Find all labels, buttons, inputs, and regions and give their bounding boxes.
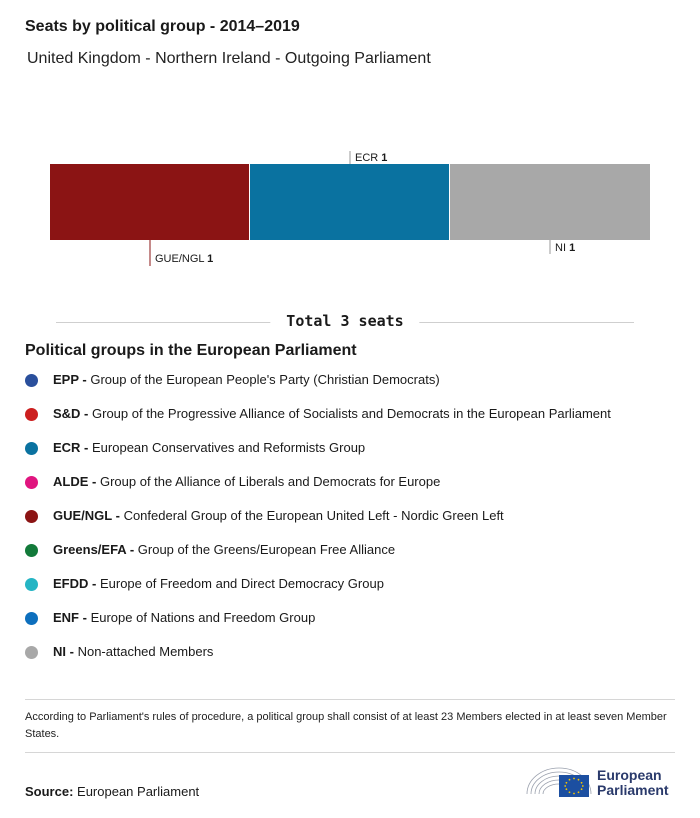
legend-abbr: NI - <box>53 644 74 659</box>
legend-label: Confederal Group of the European United … <box>123 508 504 523</box>
legend-label: Group of the Progressive Alliance of Soc… <box>92 406 611 421</box>
legend-label: Group of the European People's Party (Ch… <box>90 372 440 387</box>
legend-color-dot <box>25 476 38 489</box>
legend-color-dot <box>25 408 38 421</box>
legend-label: Group of the Greens/European Free Allian… <box>137 542 396 557</box>
logo-wordmark: European Parliament <box>597 767 669 798</box>
legend-abbr: ALDE - <box>53 474 97 489</box>
legend-abbr: GUE/NGL - <box>53 508 120 523</box>
legend-item: NI - Non-attached Members <box>25 644 611 678</box>
legend-text: EFDD - Europe of Freedom and Direct Demo… <box>53 576 384 591</box>
legend-color-dot <box>25 374 38 387</box>
legend-color-dot <box>25 646 38 659</box>
legend-label: European Conservatives and Reformists Gr… <box>92 440 366 455</box>
bar-segment-gue-ngl <box>50 164 249 240</box>
legend-item: S&D - Group of the Progressive Alliance … <box>25 406 611 440</box>
bar-segment-ni <box>450 164 650 240</box>
legend-text: EPP - Group of the European People's Par… <box>53 372 440 387</box>
bar-label: NI 1 <box>555 242 575 254</box>
legend-item: EFDD - Europe of Freedom and Direct Demo… <box>25 576 611 610</box>
source-value: European Parliament <box>77 784 200 799</box>
total-seats: Total 3 seats <box>56 312 634 332</box>
legend-abbr: S&D - <box>53 406 89 421</box>
legend-color-dot <box>25 510 38 523</box>
legend-color-dot <box>25 578 38 591</box>
seat-bar-chart: GUE/NGL 1 ECR 1 NI 1 <box>50 151 650 266</box>
legend-label: Group of the Alliance of Liberals and De… <box>99 474 441 489</box>
legend-list: EPP - Group of the European People's Par… <box>25 372 611 678</box>
legend-text: Greens/EFA - Group of the Greens/Europea… <box>53 542 395 557</box>
legend-item: EPP - Group of the European People's Par… <box>25 372 611 406</box>
legend-item: ALDE - Group of the Alliance of Liberals… <box>25 474 611 508</box>
legend-label: Europe of Nations and Freedom Group <box>90 610 316 625</box>
legend-abbr: Greens/EFA - <box>53 542 135 557</box>
legend-text: NI - Non-attached Members <box>53 644 213 659</box>
legend-abbr: ENF - <box>53 610 87 625</box>
chart-subtitle: United Kingdom - Northern Ireland - Outg… <box>27 50 431 67</box>
legend-text: ECR - European Conservatives and Reformi… <box>53 440 365 455</box>
chart-title: Seats by political group - 2014–2019 <box>25 18 300 35</box>
legend-color-dot <box>25 612 38 625</box>
legend-color-dot <box>25 442 38 455</box>
footnote: According to Parliament's rules of proce… <box>25 711 667 740</box>
legend-color-dot <box>25 544 38 557</box>
bar-label: GUE/NGL 1 <box>155 253 213 265</box>
legend-text: GUE/NGL - Confederal Group of the Europe… <box>53 508 504 523</box>
source-line: Source: European Parliament <box>25 784 199 799</box>
legend-item: ECR - European Conservatives and Reformi… <box>25 440 611 474</box>
divider <box>25 752 675 753</box>
legend-label: Europe of Freedom and Direct Democracy G… <box>99 576 384 591</box>
legend-item: GUE/NGL - Confederal Group of the Europe… <box>25 508 611 542</box>
legend-text: ENF - Europe of Nations and Freedom Grou… <box>53 610 315 625</box>
european-parliament-logo: European Parliament <box>525 762 680 802</box>
source-label: Source: <box>25 784 74 799</box>
divider <box>25 699 675 700</box>
bar-segment-ecr <box>250 164 449 240</box>
legend-text: S&D - Group of the Progressive Alliance … <box>53 406 611 421</box>
parliament-emblem-icon <box>526 767 592 797</box>
legend-title: Political groups in the European Parliam… <box>25 342 357 359</box>
bar-label: ECR 1 <box>355 152 387 164</box>
legend-item: ENF - Europe of Nations and Freedom Grou… <box>25 610 611 644</box>
legend-abbr: EPP - <box>53 372 87 387</box>
legend-abbr: ECR - <box>53 440 89 455</box>
legend-label: Non-attached Members <box>77 644 214 659</box>
legend-item: Greens/EFA - Group of the Greens/Europea… <box>25 542 611 576</box>
legend-text: ALDE - Group of the Alliance of Liberals… <box>53 474 440 489</box>
legend-abbr: EFDD - <box>53 576 97 591</box>
total-seats-label: Total 3 seats <box>270 312 420 330</box>
